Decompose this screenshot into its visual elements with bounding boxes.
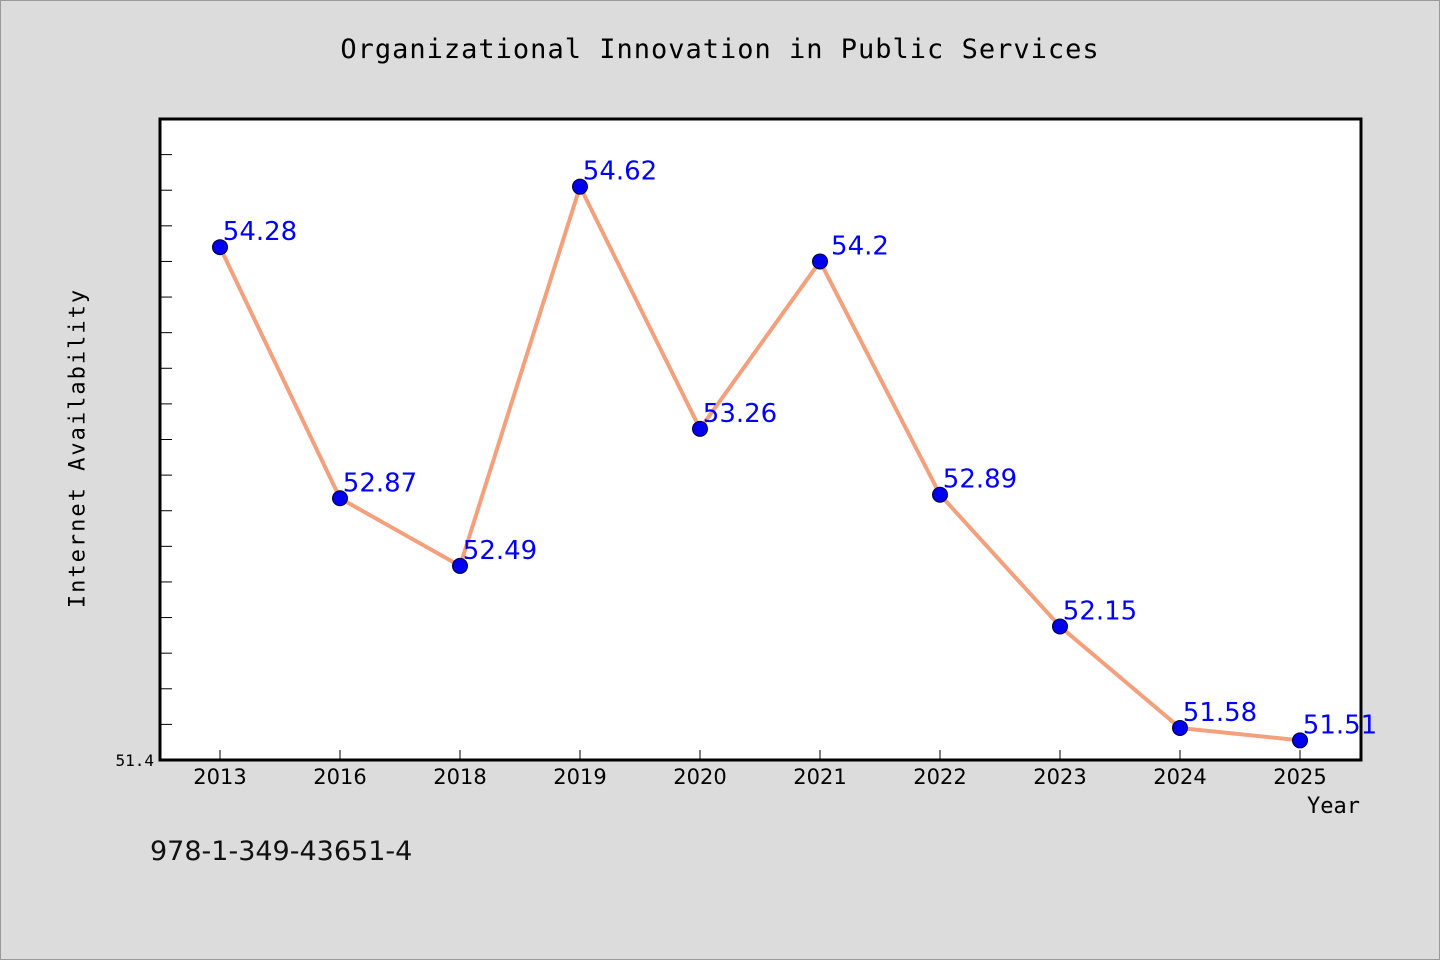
x-tick-label: 2022 [913, 765, 966, 789]
x-tick-label: 2025 [1273, 765, 1326, 789]
data-point [1172, 719, 1188, 736]
data-label: 54.28 [223, 217, 297, 247]
data-point [452, 557, 468, 574]
data-label: 52.49 [463, 536, 537, 566]
data-point [932, 486, 948, 503]
x-tick-label: 2021 [793, 765, 846, 789]
x-axis-label: Year [1307, 794, 1360, 819]
x-tick-label: 2020 [673, 765, 726, 789]
y-min-tick-label: 51.4 [115, 751, 154, 770]
data-point [332, 490, 348, 507]
data-label: 53.26 [703, 399, 777, 429]
data-label: 51.51 [1303, 710, 1377, 740]
data-point [812, 253, 828, 270]
data-point [1292, 732, 1308, 749]
x-tick-label: 2013 [193, 765, 246, 789]
plot-area [160, 119, 1361, 760]
data-label: 54.2 [831, 231, 889, 261]
chart-title: Organizational Innovation in Public Serv… [340, 34, 1100, 65]
x-tick-label: 2024 [1153, 765, 1206, 789]
x-tick-label: 2016 [313, 765, 366, 789]
plot-border [158, 117, 1363, 762]
data-label: 52.15 [1063, 596, 1137, 626]
x-tick-label: 2023 [1033, 765, 1086, 789]
series-line [218, 184, 1302, 743]
data-point [692, 420, 708, 437]
data-label: 54.62 [583, 157, 657, 187]
data-point [572, 178, 588, 195]
data-point [212, 239, 228, 256]
x-tick-label: 2019 [553, 765, 606, 789]
x-tick-label: 2018 [433, 765, 486, 789]
data-point [1052, 618, 1068, 635]
data-label: 51.58 [1183, 698, 1257, 728]
data-label: 52.89 [943, 465, 1017, 495]
isbn-text: 978-1-349-43651-4 [150, 836, 413, 867]
data-label: 52.87 [343, 468, 417, 498]
